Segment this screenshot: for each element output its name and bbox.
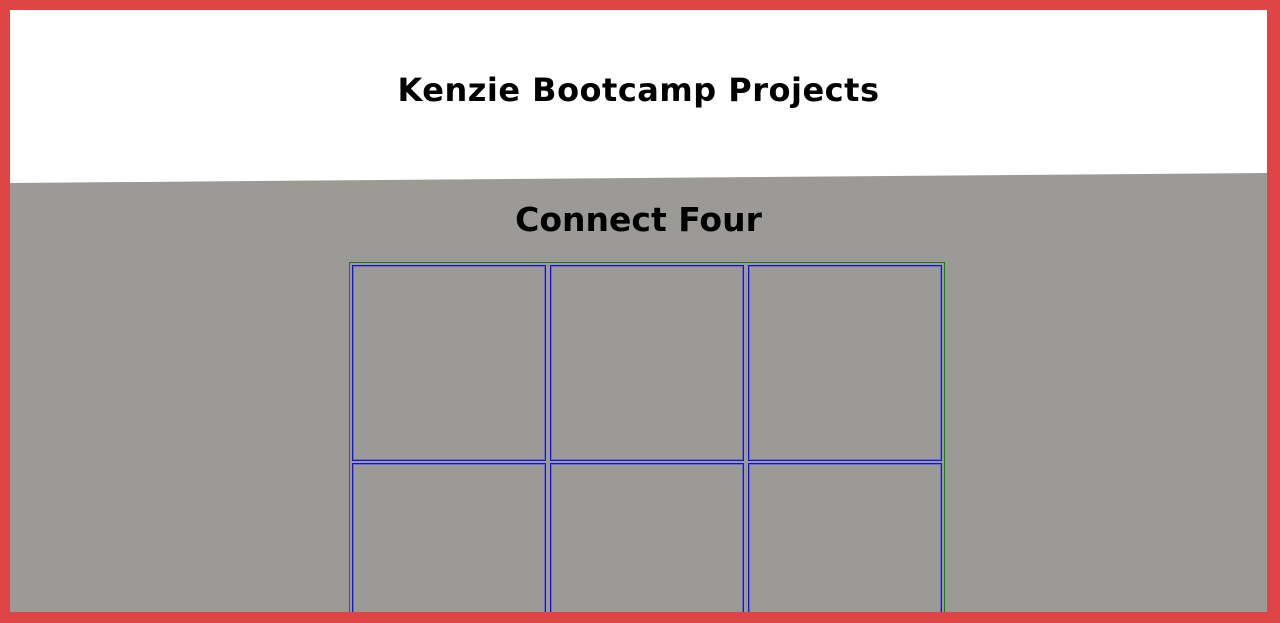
connect-four-board — [349, 262, 945, 612]
board-cell-r1-c3[interactable] — [748, 265, 942, 461]
board-cell-r2-c1[interactable] — [352, 463, 546, 612]
board-cell-r1-c2[interactable] — [550, 265, 744, 461]
page-frame: Kenzie Bootcamp Projects Connect Four — [10, 10, 1267, 612]
project-section: Connect Four — [10, 173, 1267, 612]
project-title: Connect Four — [515, 200, 762, 239]
board-cell-r2-c3[interactable] — [748, 463, 942, 612]
board-cell-r2-c2[interactable] — [550, 463, 744, 612]
site-title: Kenzie Bootcamp Projects — [397, 71, 880, 109]
board-cell-r1-c1[interactable] — [352, 265, 546, 461]
site-header: Kenzie Bootcamp Projects — [10, 10, 1267, 185]
